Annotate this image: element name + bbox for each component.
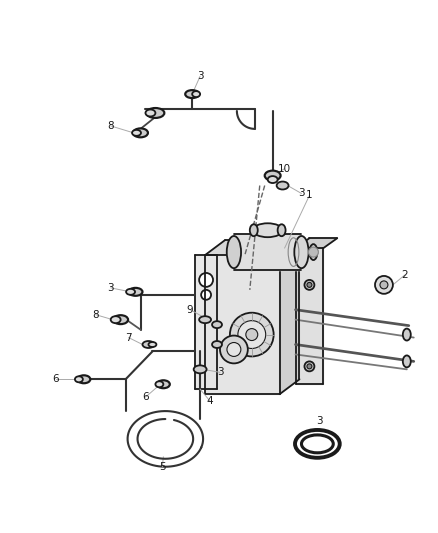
Circle shape bbox=[227, 343, 241, 357]
Ellipse shape bbox=[133, 128, 148, 138]
Ellipse shape bbox=[142, 341, 155, 348]
Ellipse shape bbox=[268, 176, 278, 183]
Ellipse shape bbox=[301, 435, 333, 453]
Text: 8: 8 bbox=[107, 121, 114, 131]
Text: 10: 10 bbox=[278, 164, 291, 174]
Text: 8: 8 bbox=[92, 310, 99, 320]
Circle shape bbox=[199, 273, 213, 287]
Text: 2: 2 bbox=[402, 270, 408, 280]
Ellipse shape bbox=[199, 316, 211, 323]
Circle shape bbox=[304, 361, 314, 372]
Circle shape bbox=[307, 282, 312, 287]
Text: 6: 6 bbox=[53, 374, 60, 384]
Ellipse shape bbox=[253, 223, 283, 237]
Ellipse shape bbox=[403, 329, 411, 341]
Text: 3: 3 bbox=[197, 71, 203, 81]
Ellipse shape bbox=[185, 90, 199, 98]
Ellipse shape bbox=[75, 376, 83, 382]
Circle shape bbox=[308, 247, 318, 257]
Ellipse shape bbox=[157, 380, 170, 388]
Polygon shape bbox=[296, 238, 337, 248]
Ellipse shape bbox=[129, 288, 142, 296]
Circle shape bbox=[380, 281, 388, 289]
Ellipse shape bbox=[155, 381, 163, 387]
Ellipse shape bbox=[212, 321, 222, 328]
Circle shape bbox=[307, 364, 312, 369]
Text: 3: 3 bbox=[217, 367, 223, 377]
Ellipse shape bbox=[146, 108, 164, 118]
Polygon shape bbox=[296, 248, 323, 384]
Text: 4: 4 bbox=[207, 396, 213, 406]
Ellipse shape bbox=[132, 130, 141, 136]
Ellipse shape bbox=[265, 171, 281, 181]
Polygon shape bbox=[279, 240, 300, 394]
Ellipse shape bbox=[403, 356, 411, 367]
Circle shape bbox=[375, 276, 393, 294]
Ellipse shape bbox=[227, 236, 241, 268]
Polygon shape bbox=[205, 240, 300, 255]
Circle shape bbox=[304, 280, 314, 290]
Ellipse shape bbox=[278, 224, 286, 236]
Ellipse shape bbox=[212, 341, 222, 348]
Ellipse shape bbox=[309, 244, 318, 260]
Polygon shape bbox=[234, 234, 301, 270]
Ellipse shape bbox=[126, 289, 135, 295]
Circle shape bbox=[201, 290, 211, 300]
Circle shape bbox=[238, 321, 266, 349]
Circle shape bbox=[246, 329, 258, 341]
Circle shape bbox=[230, 313, 274, 357]
Ellipse shape bbox=[148, 342, 156, 347]
Polygon shape bbox=[205, 255, 279, 394]
Text: 3: 3 bbox=[316, 416, 323, 426]
Circle shape bbox=[220, 336, 248, 364]
Text: 9: 9 bbox=[187, 305, 194, 314]
Ellipse shape bbox=[111, 316, 120, 323]
Text: 3: 3 bbox=[107, 283, 114, 293]
Text: 5: 5 bbox=[159, 462, 166, 472]
Ellipse shape bbox=[250, 224, 258, 236]
Ellipse shape bbox=[294, 236, 309, 268]
Polygon shape bbox=[195, 255, 217, 389]
Ellipse shape bbox=[145, 109, 155, 116]
Text: 6: 6 bbox=[142, 392, 149, 402]
Ellipse shape bbox=[277, 182, 289, 190]
Ellipse shape bbox=[78, 375, 90, 383]
Ellipse shape bbox=[113, 315, 128, 324]
Text: 3: 3 bbox=[298, 189, 305, 198]
Text: 1: 1 bbox=[306, 190, 313, 200]
Ellipse shape bbox=[194, 365, 207, 373]
Text: 7: 7 bbox=[125, 333, 132, 343]
Ellipse shape bbox=[192, 91, 200, 97]
